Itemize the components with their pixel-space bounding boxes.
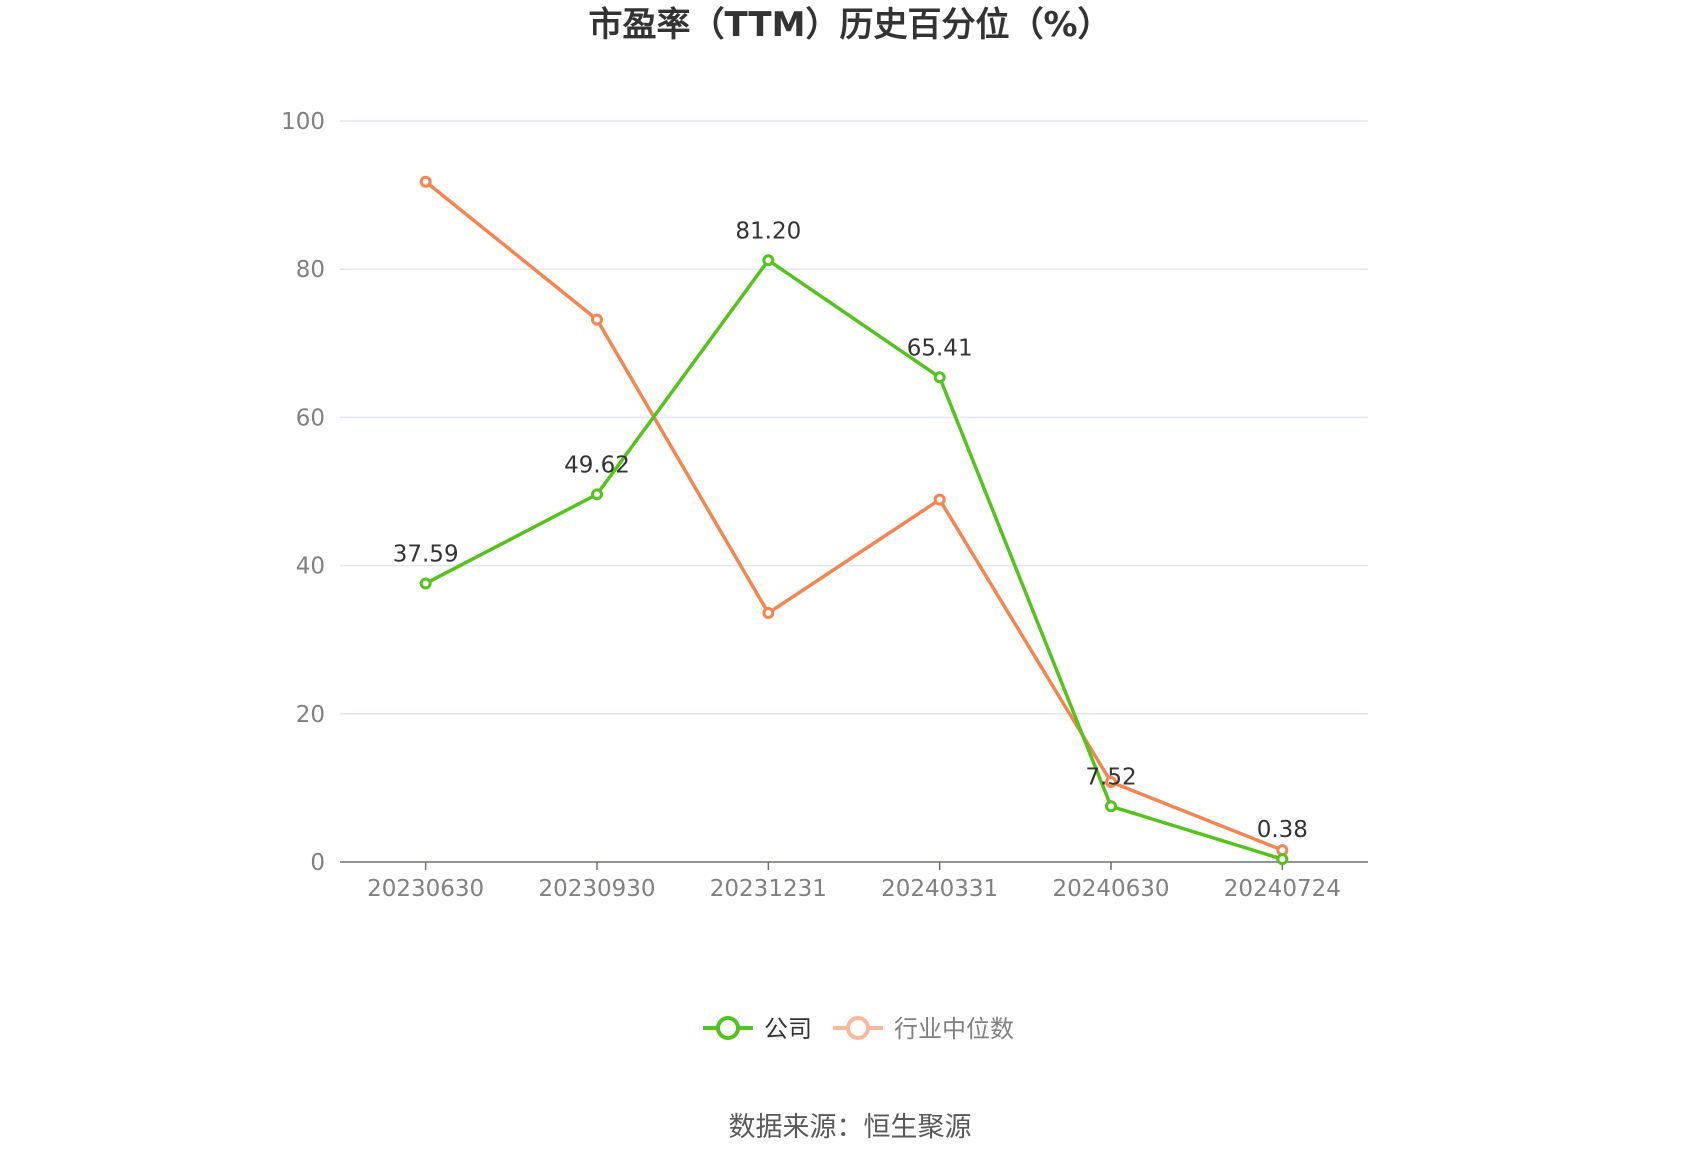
legend-company-label: 公司 [764,1015,812,1043]
industry-point [591,313,603,326]
x-tick-label: 20230630 [367,876,484,902]
legend-company-marker [716,1016,740,1040]
x-tick-label: 20240331 [881,876,998,902]
company-point [933,371,946,384]
industry-point [1105,775,1117,788]
company-point [1105,800,1117,813]
chart-title: 市盈率（TTM）历史百分位（%） [588,5,1111,45]
legend-industry-marker [846,1016,870,1040]
industry-series-line [424,180,1283,852]
company-point [762,254,775,267]
y-tick-label: 0 [310,850,325,876]
y-tick-label: 100 [281,109,325,135]
data-source: 数据来源：恒生聚源 [729,1112,972,1143]
company-data-label: 65.41 [907,335,973,361]
legend-industry-label: 行业中位数 [894,1015,1014,1043]
industry-point [933,493,946,506]
industry-point [762,607,775,620]
data-labels: 37.59 49.62 81.20 65.41 7.52 0.38 [393,218,1308,843]
company-point [591,488,603,501]
grid-lines [340,120,1368,715]
series-layer [419,175,1289,866]
industry-point [419,175,432,188]
y-tick-label: 20 [296,702,325,728]
company-data-label: 7.52 [1085,764,1136,790]
company-data-label: 37.59 [393,541,459,567]
y-axis-ticks: 0 20 40 60 80 100 [281,109,325,876]
company-point [1276,853,1289,866]
x-tick-label: 20231231 [710,876,827,902]
legend[interactable]: 公司 行业中位数 [703,1015,1014,1043]
legend-item-company[interactable]: 公司 [703,1015,812,1043]
company-point [419,577,432,590]
legend-item-industry[interactable]: 行业中位数 [833,1015,1014,1043]
y-tick-label: 60 [296,405,325,431]
company-series-line [424,258,1283,861]
x-tick-label: 20240630 [1052,876,1169,902]
x-axis: 20230630 20230930 20231231 20240331 20240630… [340,861,1368,902]
company-data-label: 49.62 [564,452,630,478]
y-tick-label: 40 [296,554,325,580]
x-tick-label: 20230930 [538,876,655,902]
y-tick-label: 80 [296,257,325,283]
company-data-label: 0.38 [1257,817,1308,843]
x-tick-label: 20240724 [1224,876,1341,902]
company-data-label: 81.20 [735,218,801,244]
